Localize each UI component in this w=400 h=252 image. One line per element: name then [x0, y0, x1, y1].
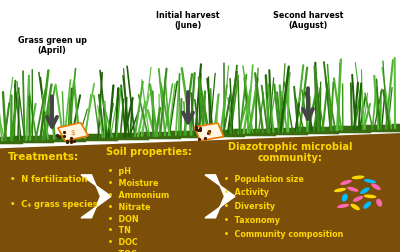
Text: $: $: [71, 129, 75, 135]
Text: Diazotrophic microbial
community:: Diazotrophic microbial community:: [228, 141, 352, 163]
Text: Soil properties:: Soil properties:: [106, 146, 192, 156]
Ellipse shape: [363, 202, 371, 209]
Ellipse shape: [353, 196, 363, 202]
Bar: [0, 0, 400, 134]
Text: •  DOC: • DOC: [108, 237, 138, 246]
Text: •  C₄ grass species: • C₄ grass species: [10, 199, 98, 208]
Ellipse shape: [364, 195, 376, 198]
Text: •  Ammonium: • Ammonium: [108, 190, 169, 199]
Text: •  Population size: • Population size: [224, 174, 304, 183]
Text: Treatments:: Treatments:: [8, 151, 79, 161]
Ellipse shape: [352, 176, 364, 179]
Text: •  Moisture: • Moisture: [108, 178, 158, 187]
Ellipse shape: [364, 179, 376, 184]
Polygon shape: [205, 175, 235, 218]
Text: •  TN: • TN: [108, 226, 131, 235]
Text: $: $: [207, 129, 211, 135]
Ellipse shape: [334, 188, 346, 193]
Ellipse shape: [371, 184, 381, 190]
Polygon shape: [0, 134, 400, 252]
Text: •  DON: • DON: [108, 214, 139, 223]
Ellipse shape: [350, 204, 360, 210]
Text: •  Nitrate: • Nitrate: [108, 202, 150, 211]
Ellipse shape: [347, 187, 358, 192]
FancyBboxPatch shape: [58, 123, 88, 141]
Ellipse shape: [340, 180, 352, 185]
Text: Grass green up
(April): Grass green up (April): [18, 36, 86, 55]
Text: •  TOC: • TOC: [108, 249, 137, 252]
FancyBboxPatch shape: [194, 124, 224, 141]
Ellipse shape: [337, 204, 349, 208]
Text: •  Taxonomy: • Taxonomy: [224, 215, 280, 225]
Text: •  pH: • pH: [108, 166, 131, 175]
Text: •  N fertilization: • N fertilization: [10, 174, 87, 183]
Ellipse shape: [376, 199, 382, 207]
Polygon shape: [81, 175, 111, 218]
Text: Second harvest
(August): Second harvest (August): [273, 11, 343, 30]
Ellipse shape: [360, 188, 370, 194]
Text: •  Diversity: • Diversity: [224, 202, 275, 211]
Text: Initial harvest
(June): Initial harvest (June): [156, 11, 220, 30]
Text: •  Activity: • Activity: [224, 188, 269, 197]
Ellipse shape: [342, 194, 348, 202]
Text: •  Community composition: • Community composition: [224, 229, 343, 238]
